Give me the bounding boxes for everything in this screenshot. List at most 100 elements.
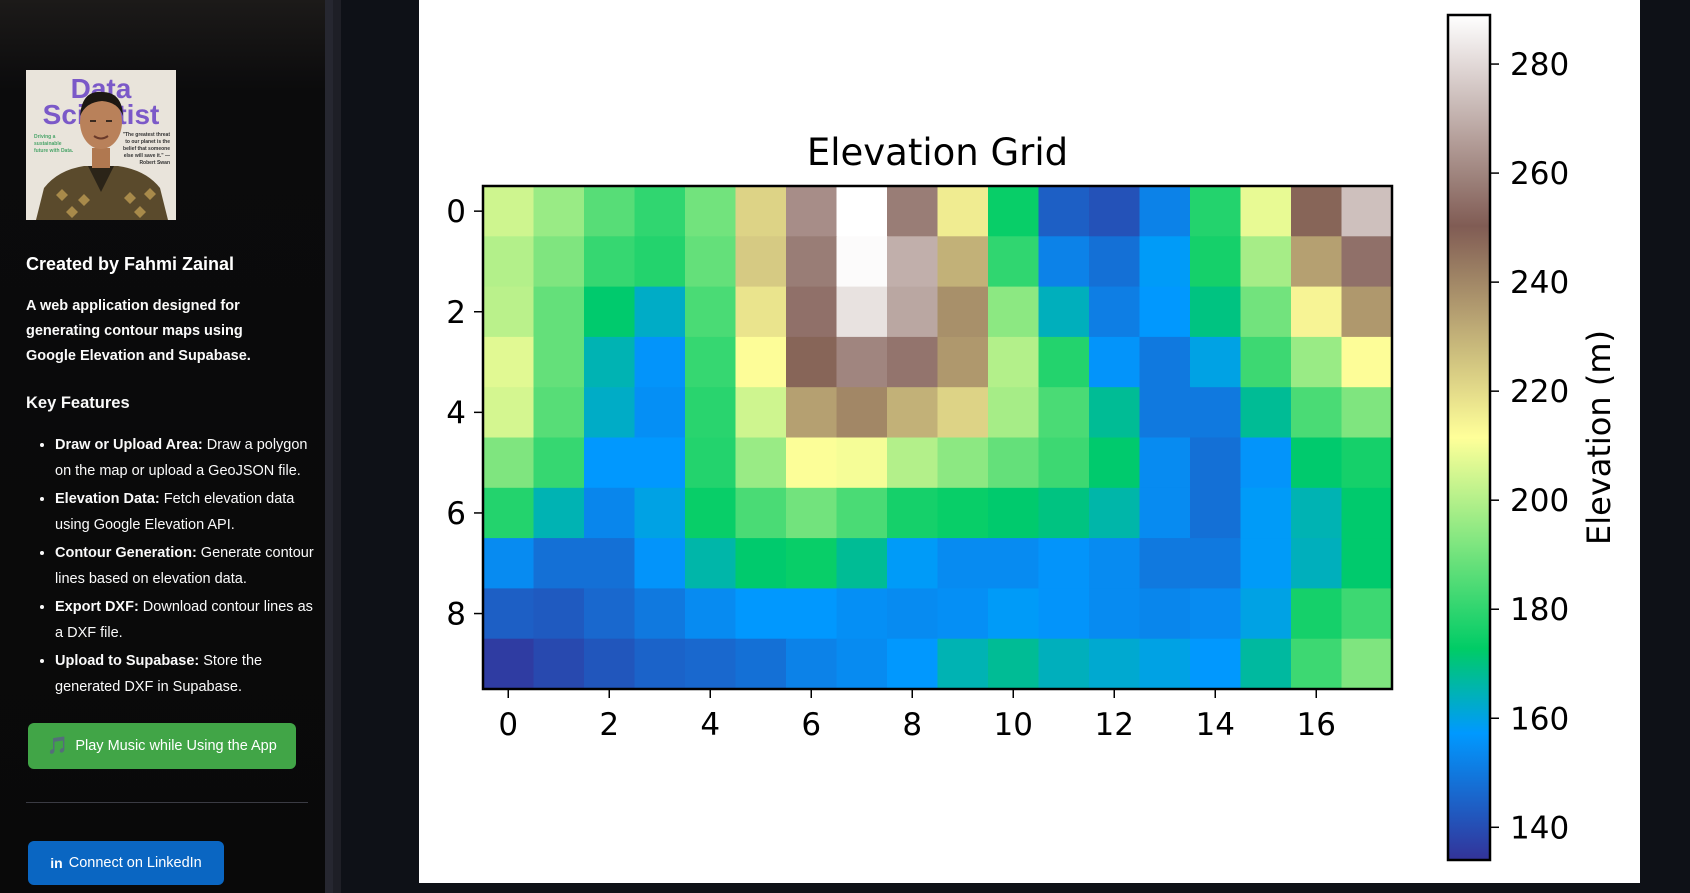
heatmap-cell (1341, 236, 1393, 288)
heatmap-cell (634, 186, 686, 237)
heatmap-cell (1038, 236, 1090, 288)
play-music-label: Play Music while Using the App (75, 738, 277, 754)
heatmap-cell (634, 588, 686, 640)
heatmap-cell (735, 538, 787, 589)
heatmap-cell (533, 638, 585, 690)
heatmap-cell (1291, 387, 1343, 439)
feature-item: Draw or Upload Area: Draw a polygon on t… (55, 433, 316, 484)
heatmap-cell (1240, 236, 1292, 288)
heatmap-cell (634, 538, 686, 589)
heatmap-cell (483, 336, 535, 388)
heatmap-cell (887, 638, 939, 690)
x-tick-label: 8 (902, 707, 922, 743)
heatmap-cell (1190, 286, 1242, 338)
feature-title: Contour Generation: (55, 545, 197, 561)
heatmap-cell (1139, 286, 1191, 338)
heatmap-cell (786, 236, 838, 288)
heatmap-cell (1341, 286, 1393, 338)
heatmap-cell (1038, 487, 1090, 539)
heatmap-cell (1190, 437, 1242, 489)
portrait-illustration (36, 91, 168, 220)
heatmap-cell (634, 387, 686, 439)
heatmap-cell (937, 487, 989, 539)
heatmap-cell (483, 286, 535, 338)
heatmap-cell (735, 336, 787, 388)
x-tick-label: 14 (1196, 707, 1235, 743)
heatmap-cell (685, 588, 737, 640)
feature-title: Upload to Supabase: (55, 653, 200, 669)
x-tick-label: 12 (1095, 707, 1134, 743)
heatmap-cell (533, 487, 585, 539)
play-music-button[interactable]: 🎵 Play Music while Using the App (28, 723, 296, 769)
heatmap-cell (1139, 387, 1191, 439)
heatmap-cell (735, 588, 787, 640)
heatmap-cell (988, 638, 1040, 690)
feature-text: Store the generated DXF in Supabase. (55, 653, 263, 695)
heatmap-cell (1190, 588, 1242, 640)
heatmap-cell (1190, 236, 1242, 288)
heatmap-cell (685, 236, 737, 288)
heatmap-cell (533, 387, 585, 439)
heatmap-cell (1038, 638, 1090, 690)
heatmap-cell (735, 387, 787, 439)
heatmap-cell (584, 236, 636, 288)
heatmap-cell (1089, 336, 1141, 388)
feature-text: Generate contour lines based on elevatio… (55, 545, 314, 587)
heatmap-cell (685, 538, 737, 589)
heatmap-cell (1190, 387, 1242, 439)
heatmap-cell (584, 588, 636, 640)
linkedin-label: Connect on LinkedIn (68, 855, 202, 871)
heatmap-cell (937, 186, 989, 237)
heatmap-cell (584, 638, 636, 690)
colorbar-tick-label: 180 (1510, 592, 1569, 628)
sidebar-resize-handle[interactable] (333, 0, 341, 893)
heatmap-cell (1139, 236, 1191, 288)
x-tick-label: 0 (498, 707, 518, 743)
chart-title: Elevation Grid (807, 131, 1068, 174)
heatmap-cell (937, 588, 989, 640)
y-tick-label: 6 (446, 496, 466, 532)
heatmap-cell (685, 336, 737, 388)
heatmap-cell (584, 437, 636, 489)
creator-name: Created by Fahmi Zainal (26, 254, 235, 274)
heatmap-cell (685, 638, 737, 690)
heatmap-cell (1139, 487, 1191, 539)
colorbar-label: Elevation (m) (1580, 330, 1618, 545)
heatmap-cell (887, 487, 939, 539)
heatmap-cell (887, 236, 939, 288)
heatmap-cell (786, 336, 838, 388)
avatar-cover-quote: "The greatest threat to our planet is th… (122, 132, 170, 166)
heatmap-cell (735, 236, 787, 288)
heatmap-cell (483, 588, 535, 640)
colorbar-tick-label: 220 (1510, 374, 1569, 410)
heatmap-cell (685, 487, 737, 539)
heatmap-cell (1240, 186, 1292, 237)
feature-title: Elevation Data: (55, 491, 160, 507)
heatmap-cell (533, 286, 585, 338)
heatmap-cell (1038, 538, 1090, 589)
heatmap-cell (1190, 336, 1242, 388)
heatmap-cell (533, 538, 585, 589)
heatmap-cell (634, 437, 686, 489)
heatmap-cell (1089, 186, 1141, 237)
heatmap-cell (836, 286, 888, 338)
heatmap-cell (1089, 538, 1141, 589)
heatmap-cell (1139, 336, 1191, 388)
heatmap-cell (685, 387, 737, 439)
colorbar-tick-label: 260 (1510, 156, 1569, 192)
features-list: Draw or Upload Area: Draw a polygon on t… (26, 433, 316, 703)
key-features-heading: Key Features (26, 394, 130, 412)
heatmap-cell (836, 437, 888, 489)
heatmap-cell (634, 638, 686, 690)
heatmap-cell (988, 588, 1040, 640)
colorbar (1446, 13, 1492, 862)
heatmap-cell (634, 336, 686, 388)
heatmap-cell (836, 387, 888, 439)
colorbar-tick-label: 160 (1510, 701, 1569, 737)
heatmap-cell (887, 286, 939, 338)
feature-item: Elevation Data: Fetch elevation data usi… (55, 487, 316, 538)
heatmap-cell (988, 186, 1040, 237)
y-tick-label: 8 (446, 597, 466, 633)
linkedin-button[interactable]: in Connect on LinkedIn (28, 841, 224, 885)
heatmap-cell (1240, 286, 1292, 338)
